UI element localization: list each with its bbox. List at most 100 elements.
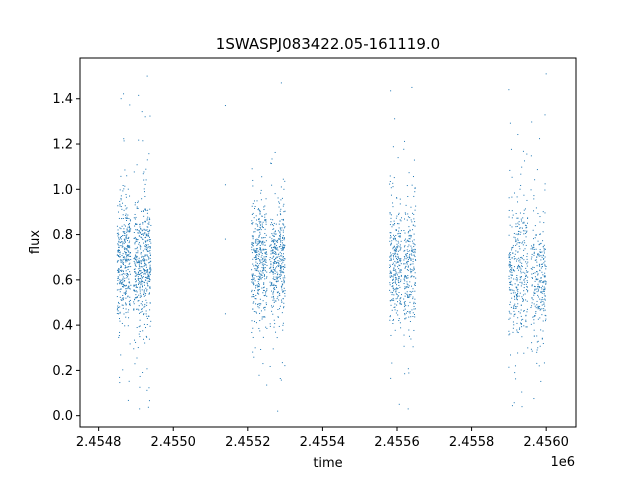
data-point xyxy=(146,304,148,306)
data-point xyxy=(134,259,136,261)
data-point xyxy=(261,274,263,276)
data-point xyxy=(123,235,125,236)
data-point xyxy=(395,256,397,258)
data-point xyxy=(533,238,534,240)
data-point xyxy=(252,185,254,187)
data-point xyxy=(134,262,136,264)
data-point xyxy=(260,251,262,253)
data-point xyxy=(517,217,519,219)
data-point xyxy=(411,250,413,252)
data-point xyxy=(258,286,260,288)
data-point xyxy=(535,248,537,250)
data-point xyxy=(133,303,135,305)
data-point xyxy=(127,276,129,278)
data-point xyxy=(544,275,546,277)
data-point xyxy=(389,237,391,239)
data-point xyxy=(122,271,124,273)
data-point xyxy=(137,308,139,310)
data-point xyxy=(524,281,526,283)
data-point xyxy=(135,284,137,286)
data-point xyxy=(519,261,521,263)
data-point xyxy=(149,278,151,280)
data-point xyxy=(518,264,520,266)
data-point xyxy=(265,256,267,258)
data-point xyxy=(262,248,264,250)
data-point xyxy=(126,237,128,239)
data-point xyxy=(120,228,122,230)
data-point xyxy=(527,217,529,219)
data-point xyxy=(274,243,276,245)
data-point xyxy=(413,301,415,303)
data-point xyxy=(514,270,516,272)
data-point xyxy=(143,284,145,286)
data-point xyxy=(538,287,540,289)
data-point xyxy=(147,223,149,225)
data-point xyxy=(280,299,282,301)
data-point xyxy=(129,282,131,284)
data-point xyxy=(509,333,511,335)
data-point xyxy=(278,276,280,278)
data-point xyxy=(253,301,255,303)
x-axis: 2.4548 2.4550 2.4552 2.4554 2.4556 2.4558 2.45… xyxy=(76,427,569,450)
data-point xyxy=(394,281,396,283)
data-point xyxy=(124,325,126,327)
data-point xyxy=(129,262,131,264)
data-point xyxy=(415,259,417,261)
data-point xyxy=(262,258,264,260)
data-point xyxy=(263,289,265,291)
data-point xyxy=(252,351,254,353)
data-point xyxy=(412,258,414,260)
data-point xyxy=(398,258,400,260)
data-point xyxy=(136,296,138,298)
data-point xyxy=(120,282,122,284)
data-point xyxy=(510,289,512,291)
data-point xyxy=(274,267,276,269)
data-point xyxy=(414,209,416,211)
data-point xyxy=(263,256,265,258)
data-point xyxy=(121,246,123,248)
data-point xyxy=(272,219,274,221)
data-point xyxy=(124,273,126,275)
data-point xyxy=(146,219,148,221)
data-point xyxy=(255,255,257,257)
data-point xyxy=(276,287,278,289)
data-point xyxy=(394,276,396,278)
data-point xyxy=(135,290,137,292)
data-point xyxy=(392,276,394,278)
data-point xyxy=(393,274,395,276)
data-point xyxy=(259,210,261,212)
data-point xyxy=(396,284,398,286)
data-point xyxy=(259,247,261,249)
data-point xyxy=(139,224,141,226)
data-point xyxy=(130,266,132,268)
data-point xyxy=(126,228,128,230)
data-point xyxy=(516,297,517,299)
data-point xyxy=(138,278,140,280)
data-point xyxy=(137,232,139,234)
data-point xyxy=(128,282,130,284)
data-point xyxy=(392,263,394,265)
data-point xyxy=(395,282,397,284)
data-point xyxy=(277,291,279,293)
data-point xyxy=(259,229,261,231)
data-point xyxy=(521,298,523,300)
data-point xyxy=(537,253,539,255)
data-point xyxy=(135,286,137,288)
data-point xyxy=(404,140,406,142)
data-point xyxy=(126,259,128,261)
data-point xyxy=(148,230,150,232)
data-point xyxy=(120,195,122,197)
data-point xyxy=(539,309,541,311)
data-point xyxy=(400,240,402,242)
data-point xyxy=(522,298,524,300)
data-point xyxy=(277,276,279,278)
data-point xyxy=(139,270,141,272)
data-point xyxy=(519,242,521,244)
data-point xyxy=(537,305,539,307)
data-point xyxy=(393,177,395,179)
data-point xyxy=(269,257,271,259)
data-point xyxy=(257,250,259,252)
data-point xyxy=(522,244,524,246)
data-point xyxy=(127,268,129,270)
data-point xyxy=(149,274,151,276)
